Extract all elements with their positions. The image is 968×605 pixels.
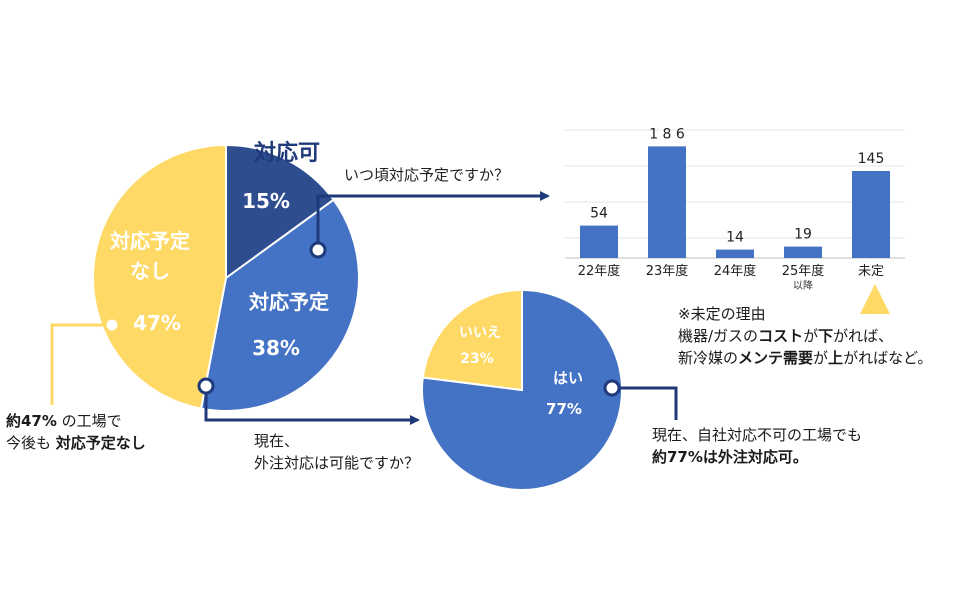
left-note: 約47% の工場で 今後も 対応予定なし <box>6 410 146 454</box>
slice-label-possible: 対応可 <box>254 140 320 166</box>
slice-possible <box>225 143 335 280</box>
reason-line2-a: 新冷媒の <box>678 349 739 367</box>
connector-right-note <box>614 386 678 420</box>
slice-label-none-line2: なし <box>130 259 170 283</box>
outsource-pie-chart <box>421 288 623 491</box>
slice-no <box>421 288 523 392</box>
bar-value-label: 14 <box>726 230 744 246</box>
left-note-highlight-text: 対応予定なし <box>55 434 146 452</box>
reason-line2-d: 上 <box>828 349 844 367</box>
reason-line1-a: 機器/ガスの <box>678 327 759 345</box>
reason-title: ※未定の理由 <box>678 305 766 323</box>
reason-line1-e: がれば、 <box>833 327 894 345</box>
slice-label-yes: はい <box>553 369 583 387</box>
question-outsource-line1: 現在、 <box>254 432 300 450</box>
bar-category-sublabel: 以降 <box>793 279 813 292</box>
right-note-highlight-pct: 約77% <box>652 448 703 466</box>
slice-none <box>92 143 227 410</box>
left-note-highlight-pct: 約47% <box>6 412 57 430</box>
reason-line1-c: が <box>803 327 819 345</box>
bar-0 <box>580 225 618 258</box>
bar-2 <box>716 249 754 258</box>
left-note-line1: 約47% の工場で <box>6 410 146 432</box>
reason-line2-f: など。 <box>888 349 933 367</box>
slice-pct-no: 23% <box>460 351 494 367</box>
connector-dot-outsource <box>197 377 215 395</box>
connector-dot-left <box>103 316 121 334</box>
connector-outsource <box>204 386 420 425</box>
reason-line2-b: メンテ需要 <box>738 349 814 367</box>
left-note-line2: 今後も 対応予定なし <box>6 432 146 454</box>
bar-value-label: 1 8 6 <box>649 126 685 142</box>
bar-category-label: 22年度 <box>578 263 621 279</box>
bar-value-label: 145 <box>858 151 885 167</box>
slice-pct-none: 47% <box>133 311 181 335</box>
reason-line2-c: が <box>813 349 829 367</box>
main-pie-chart <box>92 143 360 412</box>
right-note-line2: 約77%は外注対応可。 <box>652 446 862 468</box>
bar-category-label: 未定 <box>858 264 884 279</box>
undecided-reason: ※未定の理由 機器/ガスのコストが下がれば、 新冷媒のメンテ需要が上がればなど。 <box>678 303 932 369</box>
slice-pct-possible: 15% <box>242 189 290 213</box>
bar-4 <box>852 171 890 258</box>
main-pie-labels: 対応可 15% 対応予定 38% 対応予定 なし 47% <box>109 140 329 360</box>
connectors <box>50 191 890 425</box>
bar-value-label: 19 <box>794 227 812 243</box>
reason-line1-d: 下 <box>818 327 834 345</box>
connector-dot-when <box>309 241 327 259</box>
connector-when <box>316 191 550 248</box>
reason-line2-e: がれば <box>843 349 889 367</box>
left-note-line1-rest: の工場で <box>56 412 122 430</box>
connector-dot-right <box>603 379 621 397</box>
reason-line2: 新冷媒のメンテ需要が上がればなど。 <box>678 347 932 369</box>
bar-series <box>580 146 890 258</box>
right-note-line1: 現在、自社対応不可の工場でも <box>652 426 863 444</box>
left-note-line2-rest: 今後も <box>6 434 56 452</box>
question-outsource-line2: 外注対応は可能ですか？ <box>254 454 420 472</box>
bar-1 <box>648 146 686 258</box>
undecided-pointer-triangle <box>860 284 890 314</box>
bar-3 <box>784 246 822 258</box>
slice-pct-planned: 38% <box>252 336 300 360</box>
slice-label-none-line1: 対応予定 <box>109 229 190 253</box>
bar-category-label: 23年度 <box>646 263 689 279</box>
reason-line1-b: コスト <box>758 327 804 345</box>
slice-label-no: いいえ <box>459 325 501 341</box>
slice-pct-yes: 77% <box>546 400 582 418</box>
reason-line1: 機器/ガスのコストが下がれば、 <box>678 325 932 347</box>
small-pie-labels: いいえ 23% はい 77% <box>459 325 583 418</box>
right-note: 現在、自社対応不可の工場でも 約77%は外注対応可。 <box>652 424 862 468</box>
slice-label-planned: 対応予定 <box>248 290 329 314</box>
connector-left-note <box>50 323 112 405</box>
right-note-line2-rest: は外注対応可。 <box>702 448 808 466</box>
bar-category-label: 25年度 <box>782 263 825 279</box>
bar-value-label: 54 <box>590 206 608 222</box>
question-when: いつ頃対応予定ですか？ <box>344 166 510 184</box>
bar-category-label: 24年度 <box>714 263 757 279</box>
question-outsource: 現在、 外注対応は可能ですか？ <box>254 430 419 474</box>
